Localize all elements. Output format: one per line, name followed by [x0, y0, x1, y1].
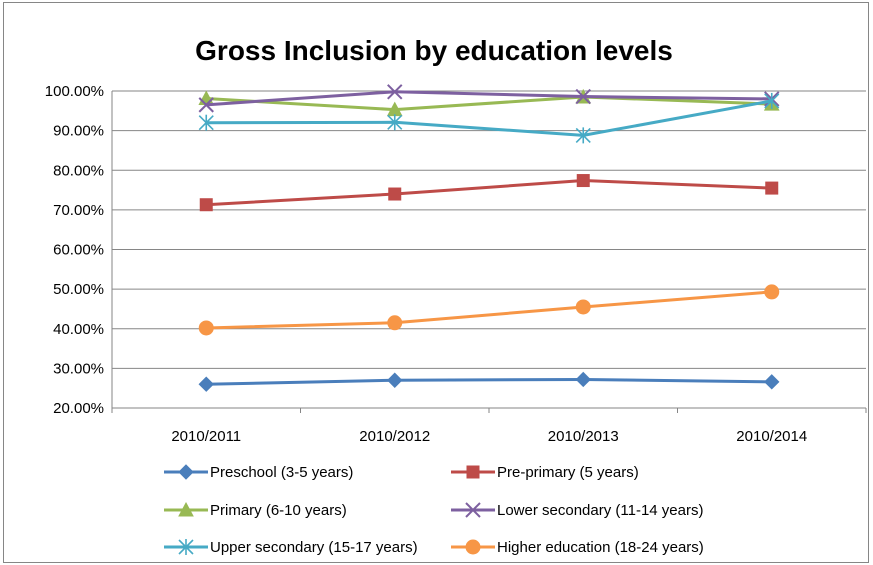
legend-marker — [178, 539, 194, 555]
chart-title: Gross Inclusion by education levels — [195, 35, 673, 66]
legend-item: Preschool (3-5 years) — [164, 464, 353, 481]
legend-marker — [178, 501, 194, 517]
x-tick-label: 2010/2011 — [171, 428, 241, 445]
series-line — [206, 99, 773, 137]
series-line — [206, 179, 772, 207]
series-4 — [198, 92, 780, 144]
legend-item: Higher education (18-24 years) — [451, 539, 704, 556]
legend: Preschool (3-5 years) Pre-primary (5 year… — [164, 464, 704, 556]
data-point — [387, 372, 403, 388]
series-line — [206, 95, 772, 112]
data-point — [198, 97, 214, 113]
data-point — [198, 114, 214, 131]
y-tick-label: 30.00% — [53, 360, 104, 377]
data-point — [575, 371, 591, 388]
data-point — [575, 299, 591, 315]
series-line — [206, 377, 772, 386]
data-point — [575, 127, 591, 144]
data-point — [387, 315, 403, 331]
data-point — [198, 376, 214, 392]
legend-label: Upper secondary (15-17 years) — [210, 539, 418, 556]
legend-marker — [178, 464, 194, 480]
legend-label: Primary (6-10 years) — [210, 502, 347, 519]
legend-label: Higher education (18-24 years) — [497, 539, 704, 556]
series-line — [206, 90, 772, 107]
series-3 — [198, 84, 780, 113]
y-tick-label: 70.00% — [53, 202, 104, 219]
legend-item: Pre-primary (5 years) — [451, 464, 639, 481]
series-line — [206, 290, 772, 330]
line-chart: Gross Inclusion by education levels 20.0… — [45, 35, 867, 556]
legend-item: Primary (6-10 years) — [164, 501, 347, 519]
legend-item: Lower secondary (11-14 years) — [451, 502, 703, 519]
y-tick-label: 20.00% — [53, 400, 104, 417]
data-point — [576, 174, 590, 188]
data-point — [765, 181, 779, 195]
data-point — [575, 88, 591, 105]
legend-item: Upper secondary (15-17 years) — [164, 539, 418, 556]
data-point — [198, 320, 214, 336]
legend-label: Preschool (3-5 years) — [210, 464, 353, 481]
legend-marker — [466, 465, 480, 479]
chart-frame: Gross Inclusion by education levels 20.0… — [3, 2, 869, 563]
y-tick-label: 60.00% — [53, 242, 104, 259]
x-tick-label: 2010/2013 — [548, 428, 619, 445]
data-point — [387, 84, 403, 100]
y-tick-label: 100.00% — [45, 83, 104, 100]
y-tick-label: 80.00% — [53, 162, 104, 179]
data-point — [764, 374, 780, 390]
legend-marker — [465, 502, 481, 518]
data-point — [388, 187, 402, 201]
data-point — [764, 92, 780, 109]
series-5 — [198, 284, 780, 336]
y-tick-label: 40.00% — [53, 321, 104, 338]
data-point — [199, 198, 213, 212]
series-1 — [199, 174, 779, 212]
y-tick-label: 50.00% — [53, 281, 104, 298]
legend-label: Pre-primary (5 years) — [497, 464, 639, 481]
legend-label: Lower secondary (11-14 years) — [497, 502, 703, 519]
data-point — [764, 284, 780, 300]
x-tick-label: 2010/2012 — [359, 428, 430, 445]
legend-marker — [465, 539, 481, 555]
plot-area: 20.00% 30.00% 40.00% 50.00% 60.00% 70.00% 80.0… — [45, 83, 867, 445]
y-tick-label: 90.00% — [53, 123, 104, 140]
data-point — [387, 114, 403, 131]
series-0 — [198, 371, 780, 392]
x-tick-label: 2010/2014 — [736, 428, 807, 445]
